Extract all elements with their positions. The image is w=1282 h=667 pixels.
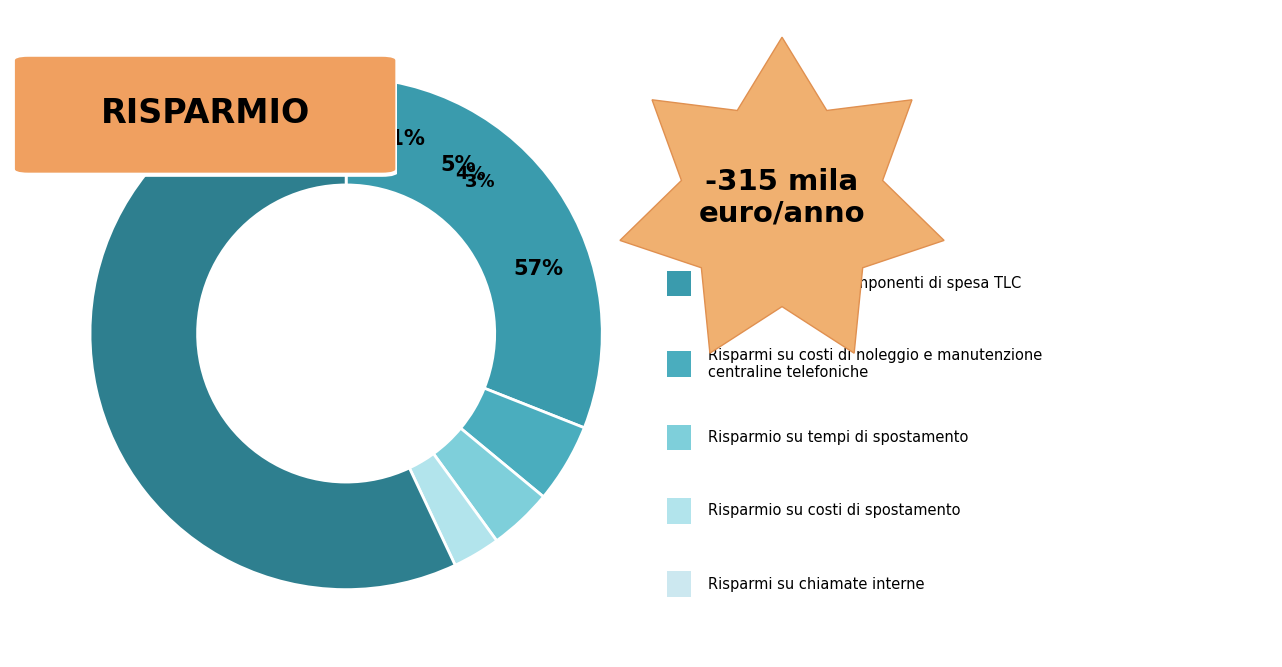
Wedge shape	[90, 77, 455, 590]
Bar	[667, 572, 691, 597]
Wedge shape	[433, 428, 544, 541]
Text: Risparmio su costi di spostamento: Risparmio su costi di spostamento	[708, 504, 960, 518]
PathPatch shape	[620, 37, 944, 354]
Bar	[667, 352, 691, 377]
Text: 31%: 31%	[376, 129, 426, 149]
Bar	[667, 498, 691, 524]
Bar	[667, 425, 691, 450]
Text: Risparmi su costi di noleggio e manutenzione
centraline telefoniche: Risparmi su costi di noleggio e manutenz…	[708, 348, 1042, 380]
Text: Risparmio su tempi di spostamento: Risparmio su tempi di spostamento	[708, 430, 968, 445]
Text: 5%: 5%	[440, 155, 476, 175]
Bar	[667, 271, 691, 296]
Text: 57%: 57%	[513, 259, 563, 279]
Text: RISPARMIO: RISPARMIO	[100, 97, 310, 130]
Wedge shape	[409, 454, 496, 565]
Text: -315 mila
euro/anno: -315 mila euro/anno	[699, 167, 865, 228]
Text: 3%: 3%	[465, 173, 496, 191]
Text: Risparmi su altre componenti di spesa TLC: Risparmi su altre componenti di spesa TL…	[708, 276, 1022, 291]
Wedge shape	[460, 388, 585, 497]
Text: 4%: 4%	[455, 165, 486, 183]
Wedge shape	[346, 77, 603, 428]
Text: Risparmi su chiamate interne: Risparmi su chiamate interne	[708, 577, 924, 592]
FancyBboxPatch shape	[13, 55, 397, 175]
